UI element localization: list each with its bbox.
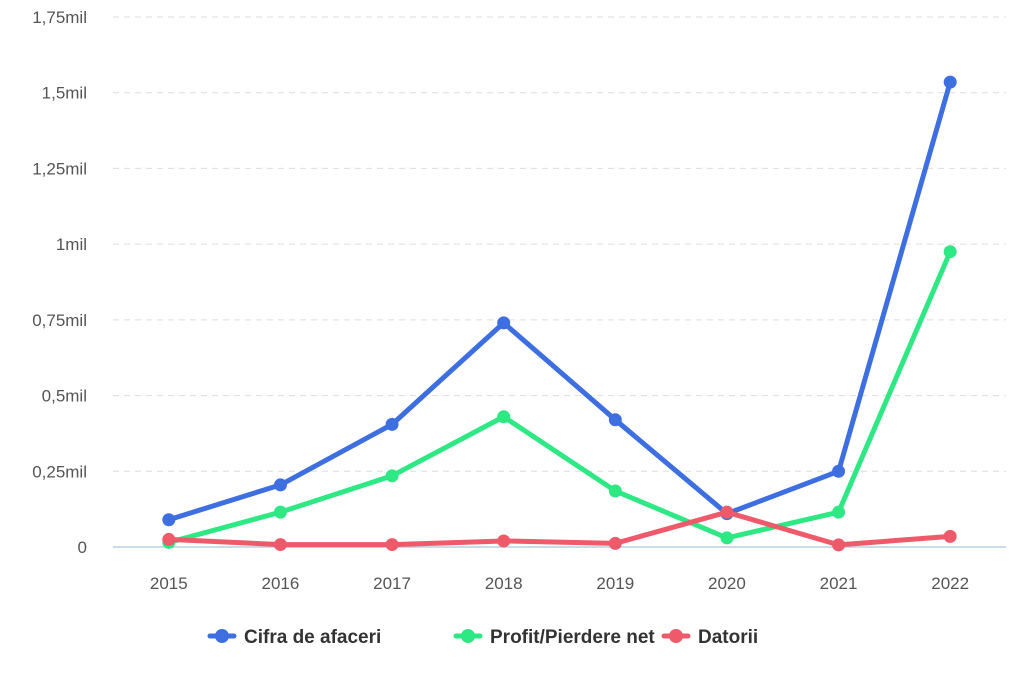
x-tick-label: 2016 [262, 574, 300, 593]
legend-marker-icon [215, 629, 229, 643]
data-point[interactable] [943, 75, 957, 89]
data-point[interactable] [497, 534, 511, 548]
series-line [166, 509, 953, 548]
grid-layer [113, 16, 1006, 472]
y-tick-label: 0 [78, 538, 87, 557]
data-point[interactable] [385, 538, 399, 552]
x-tick-label: 2021 [820, 574, 858, 593]
data-point[interactable] [608, 484, 622, 498]
legend-marker-icon [461, 629, 475, 643]
data-point[interactable] [162, 513, 176, 527]
series-2 [162, 505, 957, 552]
y-tick-label: 0,75mil [32, 311, 87, 330]
data-point[interactable] [385, 469, 399, 483]
legend-label: Profit/Pierdere net [490, 627, 655, 648]
legend-marker-icon [669, 629, 683, 643]
data-point[interactable] [720, 531, 734, 545]
x-tick-label: 2018 [485, 574, 523, 593]
data-point[interactable] [497, 410, 511, 424]
data-point[interactable] [832, 464, 846, 478]
legend-label: Datorii [698, 627, 758, 648]
data-point[interactable] [943, 245, 957, 259]
series-line [166, 249, 953, 545]
data-point[interactable] [832, 505, 846, 519]
y-tick-label: 0,5mil [42, 387, 87, 406]
data-point[interactable] [608, 536, 622, 550]
x-tick-label: 2020 [708, 574, 746, 593]
data-point[interactable] [273, 538, 287, 552]
data-point[interactable] [385, 417, 399, 431]
legend[interactable]: Cifra de afaceri Profit/Pierdere net Dator… [207, 627, 758, 648]
x-tick-label: 2015 [150, 574, 188, 593]
x-tick-label: 2019 [596, 574, 634, 593]
legend-item[interactable]: Datorii [661, 627, 758, 648]
y-tick-label: 1,5mil [42, 84, 87, 103]
legend-label: Cifra de afaceri [244, 627, 381, 648]
data-point[interactable] [608, 413, 622, 427]
series-layer [162, 75, 957, 552]
data-point[interactable] [162, 532, 176, 546]
series-line [166, 79, 953, 523]
x-tick-label: 2017 [373, 574, 411, 593]
x-tick-label: 2022 [931, 574, 969, 593]
axis-layer: 0 0,25mil 0,5mil 0,75mil 1mil 1,25mil 1,5mil 1,… [32, 8, 1006, 593]
data-point[interactable] [273, 478, 287, 492]
y-tick-label: 0,25mil [32, 462, 87, 481]
y-tick-label: 1mil [56, 235, 87, 254]
y-tick-label: 1,75mil [32, 8, 87, 27]
data-point[interactable] [497, 316, 511, 330]
legend-item[interactable]: Profit/Pierdere net [453, 627, 655, 648]
data-point[interactable] [273, 505, 287, 519]
series-1 [162, 245, 957, 549]
series-0 [162, 75, 957, 527]
y-tick-label: 1,25mil [32, 159, 87, 178]
data-point[interactable] [832, 538, 846, 552]
data-point[interactable] [720, 505, 734, 519]
legend-item[interactable]: Cifra de afaceri [207, 627, 381, 648]
data-point[interactable] [943, 529, 957, 543]
